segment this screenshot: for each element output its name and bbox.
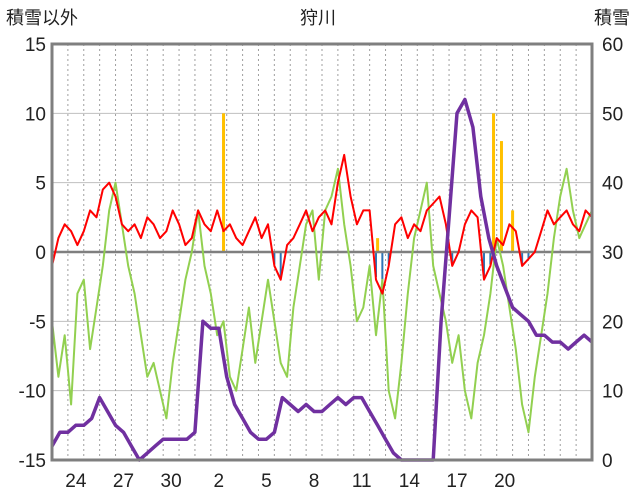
- x-tick-labels: 24 27 30 2 5 8 11 14 17 20: [65, 471, 515, 492]
- snow_depth-line: [50, 97, 594, 462]
- x-tick-label: 14: [399, 471, 421, 492]
- precipitation-bar: [222, 113, 226, 252]
- x-tick-label: 11: [352, 471, 372, 492]
- x-tick-label: 30: [161, 471, 182, 492]
- negative-bar: [489, 252, 492, 265]
- right-tick-label: 0: [602, 451, 613, 472]
- right-tick-label: 20: [602, 312, 623, 333]
- left-tick-label: 10: [25, 104, 46, 125]
- negative-bar: [521, 252, 524, 265]
- negative-bar: [527, 252, 530, 259]
- left-tick-label: -10: [19, 382, 46, 403]
- x-tick-label: 17: [446, 471, 467, 492]
- precipitation-bar: [499, 141, 503, 252]
- humidity_like-line: [51, 167, 593, 434]
- left-tick-label: -5: [29, 312, 46, 333]
- precipitation-bar: [511, 210, 515, 252]
- negative-bar: [451, 252, 454, 265]
- x-tick-label: 27: [113, 471, 134, 492]
- negative-bar: [273, 252, 276, 265]
- left-tick-label: 0: [35, 243, 46, 264]
- negative-bar: [483, 252, 485, 277]
- x-tick-label: 8: [309, 471, 320, 492]
- temperature-line: [51, 153, 593, 295]
- precipitation-bar: [492, 113, 496, 252]
- x-tick-label: 2: [213, 471, 224, 492]
- negative-bar: [387, 252, 390, 265]
- precipitation-bar: [376, 238, 380, 252]
- right-tick-label: 10: [602, 382, 623, 403]
- x-tick-label: 20: [494, 471, 515, 492]
- x-tick-label: 5: [261, 471, 272, 492]
- left-axis-label: 積雪以外: [6, 8, 78, 28]
- right-tick-label: 30: [602, 243, 623, 264]
- plot-frame: [50, 42, 594, 462]
- negative-bar: [381, 252, 384, 290]
- line-series: [50, 97, 594, 462]
- left-tick-label: -15: [19, 451, 46, 472]
- left-tick-labels: 15 10 5 0 -5 -10 -15: [19, 35, 46, 472]
- right-tick-label: 60: [602, 35, 623, 56]
- right-axis-label: 積雪: [594, 8, 630, 28]
- right-tick-label: 40: [602, 174, 623, 195]
- left-tick-label: 5: [35, 174, 46, 195]
- chart-title: 狩川: [300, 8, 336, 28]
- right-tick-label: 50: [602, 104, 623, 125]
- left-tick-label: 15: [25, 35, 46, 56]
- right-tick-labels: 60 50 40 30 20 10 0: [602, 35, 623, 472]
- x-tick-label: 24: [65, 471, 87, 492]
- negative-bar: [279, 252, 282, 277]
- negative-bar: [375, 252, 377, 277]
